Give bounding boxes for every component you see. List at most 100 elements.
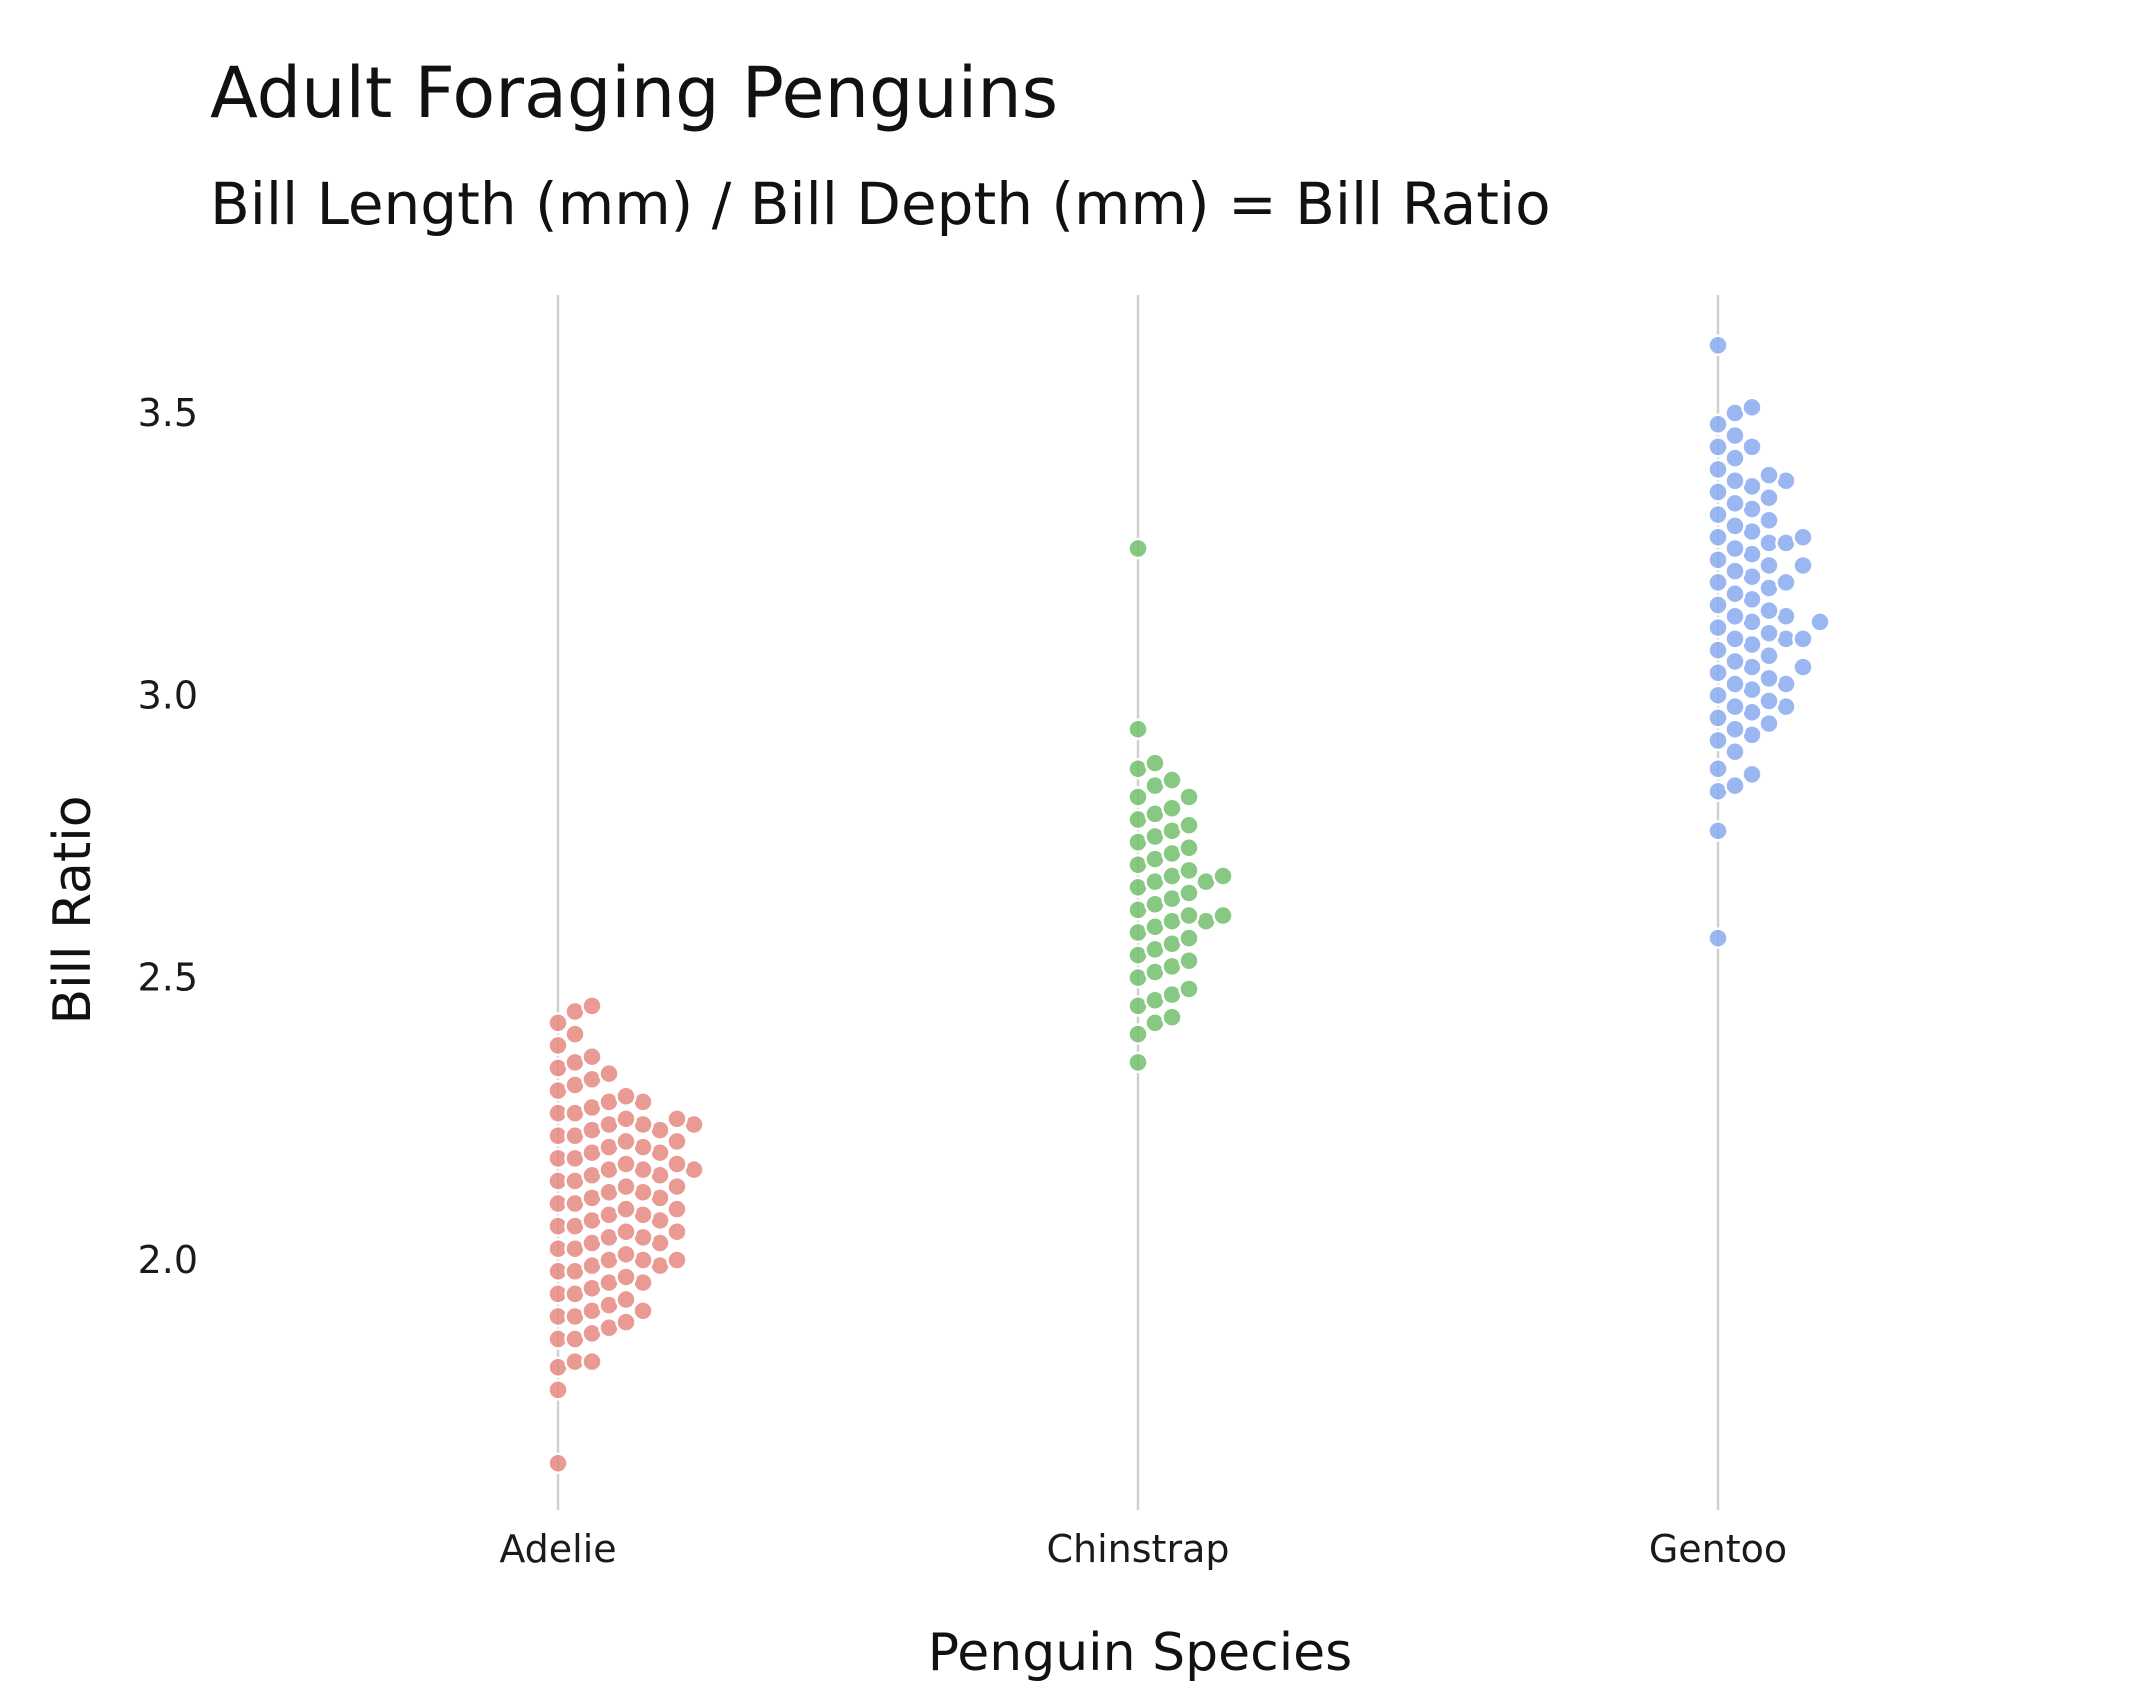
data-point-gentoo <box>1724 492 1746 515</box>
data-point-gentoo <box>1724 695 1746 718</box>
data-point-adelie <box>615 1266 637 1288</box>
y-tick-label: 2.5 <box>138 956 198 1000</box>
data-point-gentoo <box>1741 436 1763 458</box>
data-point-gentoo <box>1758 690 1780 712</box>
data-point-gentoo <box>1707 334 1729 356</box>
data-point-adelie <box>666 1153 688 1175</box>
data-point-chinstrap <box>1127 537 1149 560</box>
data-point-chinstrap <box>1127 718 1149 740</box>
chart-subtitle: Bill Length (mm) / Bill Depth (mm) = Bil… <box>210 170 1551 238</box>
data-point-chinstrap <box>1161 769 1183 791</box>
data-point-gentoo <box>1707 526 1729 548</box>
data-point-adelie <box>666 1108 688 1130</box>
data-point-gentoo <box>1724 582 1746 605</box>
data-point-gentoo <box>1724 605 1746 628</box>
data-point-adelie <box>547 1452 569 1475</box>
data-point-gentoo <box>1707 661 1729 684</box>
data-point-chinstrap <box>1127 1051 1149 1074</box>
data-point-gentoo <box>1758 712 1780 735</box>
data-point-gentoo <box>1809 611 1831 633</box>
data-point-gentoo <box>1792 554 1814 577</box>
data-point-gentoo <box>1741 396 1763 419</box>
data-point-gentoo <box>1724 774 1746 797</box>
data-point-gentoo <box>1724 718 1746 740</box>
data-point-chinstrap <box>1178 837 1200 859</box>
data-point-adelie <box>615 1311 637 1333</box>
x-tick-label: Chinstrap <box>1047 1527 1230 1571</box>
data-point-adelie <box>547 1012 569 1034</box>
data-point-gentoo <box>1758 645 1780 667</box>
data-point-gentoo <box>1707 616 1729 639</box>
data-point-gentoo <box>1707 503 1729 526</box>
data-point-adelie <box>666 1221 688 1243</box>
x-tick-label: Adelie <box>499 1527 616 1571</box>
data-point-adelie <box>615 1243 637 1266</box>
y-axis-title: Bill Ratio <box>43 795 103 1024</box>
data-point-adelie <box>581 1045 603 1068</box>
data-point-chinstrap <box>1212 904 1234 927</box>
data-point-gentoo <box>1724 515 1746 537</box>
data-point-chinstrap <box>1178 882 1200 904</box>
data-point-gentoo <box>1758 622 1780 644</box>
x-tick-label: Gentoo <box>1649 1527 1787 1571</box>
data-point-gentoo <box>1724 560 1746 582</box>
data-point-gentoo <box>1724 537 1746 560</box>
data-point-adelie <box>666 1249 688 1271</box>
data-point-chinstrap <box>1178 949 1200 972</box>
y-axis-tick-labels: 2.0 2.5 3.0 3.5 <box>138 391 198 1282</box>
data-point-chinstrap <box>1178 978 1200 1000</box>
data-point-adelie <box>666 1175 688 1198</box>
data-point-gentoo <box>1724 741 1746 763</box>
data-point-gentoo <box>1724 628 1746 650</box>
data-point-gentoo <box>1707 481 1729 503</box>
data-point-chinstrap <box>1178 927 1200 949</box>
data-point-chinstrap <box>1178 904 1200 927</box>
data-point-chinstrap <box>1178 814 1200 836</box>
data-point-gentoo <box>1707 820 1729 842</box>
data-point-adelie <box>615 1288 637 1311</box>
data-point-gentoo <box>1792 628 1814 650</box>
data-point-adelie <box>615 1153 637 1175</box>
data-point-gentoo <box>1775 571 1797 594</box>
data-point-gentoo <box>1792 656 1814 678</box>
data-point-chinstrap <box>1144 752 1166 774</box>
data-point-adelie <box>581 995 603 1017</box>
chart-title: Adult Foraging Penguins <box>210 52 1059 134</box>
y-tick-label: 3.0 <box>138 673 198 717</box>
data-point-gentoo <box>1707 639 1729 661</box>
data-point-chinstrap <box>1127 786 1149 808</box>
data-point-gentoo <box>1707 458 1729 481</box>
y-tick-label: 3.5 <box>138 391 198 435</box>
data-point-gentoo <box>1758 599 1780 622</box>
data-point-gentoo <box>1707 729 1729 752</box>
data-point-gentoo <box>1758 464 1780 486</box>
data-point-gentoo <box>1758 667 1780 690</box>
data-points <box>547 334 1831 1475</box>
data-point-gentoo <box>1707 757 1729 780</box>
data-point-adelie <box>615 1198 637 1220</box>
data-point-gentoo <box>1724 650 1746 673</box>
x-axis-title: Penguin Species <box>928 1623 1352 1683</box>
data-point-gentoo <box>1758 509 1780 532</box>
data-point-adelie <box>615 1175 637 1198</box>
data-point-gentoo <box>1724 470 1746 492</box>
data-point-adelie <box>666 1130 688 1153</box>
data-point-gentoo <box>1707 707 1729 729</box>
data-point-gentoo <box>1707 571 1729 594</box>
data-point-gentoo <box>1707 927 1729 949</box>
data-point-gentoo <box>1707 684 1729 707</box>
data-point-gentoo <box>1792 526 1814 548</box>
data-point-adelie <box>632 1300 654 1322</box>
x-axis-tick-labels: Adelie Chinstrap Gentoo <box>499 1527 1787 1571</box>
data-point-gentoo <box>1741 763 1763 786</box>
data-point-gentoo <box>1724 673 1746 695</box>
data-point-gentoo <box>1707 594 1729 616</box>
data-point-gentoo <box>1724 424 1746 447</box>
data-point-chinstrap <box>1161 797 1183 820</box>
data-point-chinstrap <box>1212 865 1234 887</box>
data-point-adelie <box>615 1085 637 1107</box>
data-point-gentoo <box>1707 549 1729 571</box>
data-point-chinstrap <box>1161 1006 1183 1028</box>
data-point-adelie <box>564 1023 586 1045</box>
